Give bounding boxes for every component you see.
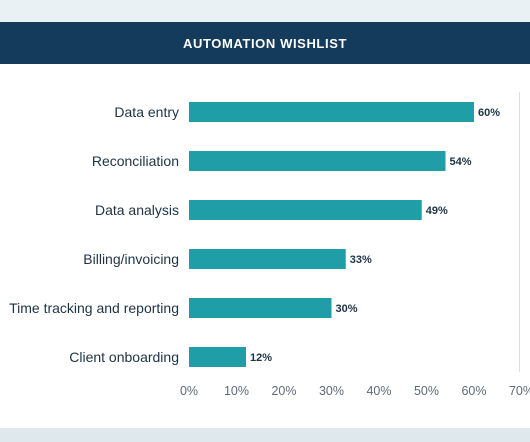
value-label-0: 60% [478,107,500,119]
chart-panel [0,64,530,428]
x-tick-label-2: 20% [271,384,296,398]
bar-0 [189,102,474,122]
x-tick-label-4: 40% [366,384,391,398]
x-tick-label-3: 30% [319,384,344,398]
value-label-1: 54% [450,156,472,168]
category-label-4: Time tracking and reporting [9,300,179,316]
category-labels: Data entry Reconciliation Data analysis Bil… [9,104,179,365]
value-labels: 60% 54% 49% 33% 30% 12% [250,107,500,364]
value-label-3: 33% [350,254,372,266]
chart-title: AUTOMATION WISHLIST [182,35,348,51]
chart-header: AUTOMATION WISHLIST [0,22,530,64]
value-label-5: 12% [250,352,272,364]
x-tick-label-6: 60% [461,384,486,398]
bar-1 [189,151,446,171]
bar-4 [189,298,332,318]
bar-5 [189,347,246,367]
category-label-3: Billing/invoicing [83,251,179,267]
bar-3 [189,249,346,269]
category-label-5: Client onboarding [69,349,179,365]
value-label-2: 49% [426,205,448,217]
x-tick-label-7: 70% [509,384,530,398]
bottom-strip [0,428,530,442]
category-label-1: Reconciliation [92,153,179,169]
category-label-2: Data analysis [95,202,179,218]
value-label-4: 30% [336,303,358,315]
bars-layer [189,92,520,372]
x-tick-label-1: 10% [224,384,249,398]
x-tick-label-0: 0% [180,384,198,398]
category-label-0: Data entry [114,104,179,120]
top-strip [0,0,530,22]
bar-2 [189,200,422,220]
x-axis-ticks: 0% 10% 20% 30% 40% 50% 60% 70% [180,384,530,398]
x-tick-label-5: 50% [414,384,439,398]
